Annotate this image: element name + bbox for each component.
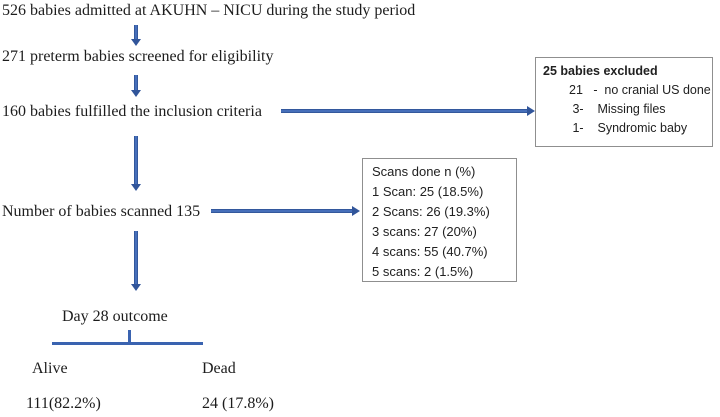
alive-label: Alive: [32, 360, 68, 377]
down-arrow-4-shaft: [134, 231, 138, 284]
dead-value: 24 (17.8%): [202, 395, 274, 412]
arrowhead-down-icon: [131, 90, 141, 97]
down-arrow-3-shaft: [134, 136, 138, 184]
down-arrow-2: [131, 75, 141, 97]
arrowhead-down-icon: [131, 284, 141, 291]
arrowhead-down-icon: [131, 184, 141, 191]
excluded-box-item: 3- Missing files: [569, 102, 666, 116]
scans-box-item: 3 scans: 27 (20%): [372, 224, 477, 239]
step-screened: 271 preterm babies screened for eligibil…: [2, 48, 274, 65]
down-arrow-2-shaft: [134, 75, 138, 90]
scans-box-item: 2 Scans: 26 (19.3%): [372, 204, 490, 219]
down-arrow-3: [131, 136, 141, 191]
down-arrow-1-shaft: [134, 25, 138, 39]
scans-box-item: 1 Scan: 25 (18.5%): [372, 184, 484, 199]
outcome-connector-stub: [128, 330, 131, 343]
step-admitted: 526 babies admitted at AKUHN – NICU duri…: [2, 2, 416, 19]
outcome-connector-line: [52, 342, 203, 345]
down-arrow-1: [131, 25, 141, 46]
scans-box: Scans done n (%) 1 Scan: 25 (18.5%) 2 Sc…: [362, 158, 517, 282]
right-arrow-to-excluded-shaft: [281, 109, 527, 113]
down-arrow-4: [131, 231, 141, 291]
scans-box-item: 5 scans: 2 (1.5%): [372, 264, 474, 279]
excluded-box-item: 1- Syndromic baby: [569, 121, 688, 135]
dead-label: Dead: [202, 360, 236, 377]
scans-box-item: 4 scans: 55 (40.7%): [372, 244, 488, 259]
arrowhead-right-icon: [527, 106, 535, 116]
right-arrow-to-scans: [211, 206, 360, 216]
right-arrow-to-excluded: [281, 106, 535, 116]
excluded-box-item: 21 - no cranial US done: [569, 83, 711, 97]
scans-box-title: Scans done n (%): [372, 164, 476, 179]
arrowhead-down-icon: [131, 39, 141, 46]
outcome-title: Day 28 outcome: [62, 308, 168, 325]
excluded-box: 25 babies excluded 21 - no cranial US do…: [535, 57, 713, 147]
right-arrow-to-scans-shaft: [211, 209, 352, 213]
alive-value: 111(82.2%): [26, 395, 101, 412]
step-inclusion: 160 babies fulfilled the inclusion crite…: [2, 103, 262, 120]
arrowhead-right-icon: [352, 206, 360, 216]
excluded-box-title: 25 babies excluded: [543, 64, 658, 78]
step-scanned: Number of babies scanned 135: [2, 203, 201, 220]
